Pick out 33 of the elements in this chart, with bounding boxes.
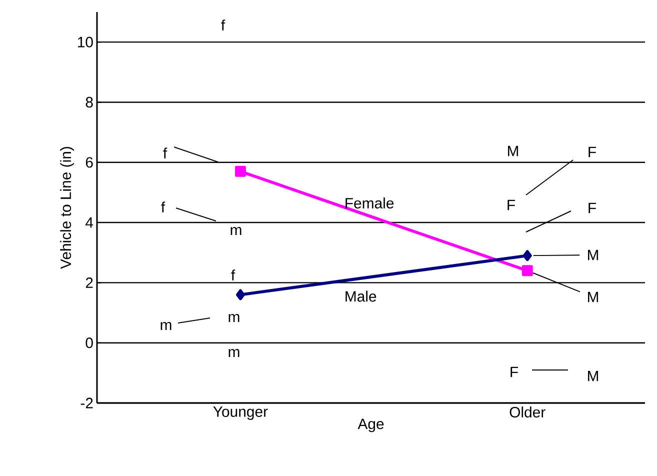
point [522, 250, 532, 262]
x-tick-label: Older [510, 406, 546, 418]
annotation: f [221, 20, 226, 30]
annotation: M [508, 146, 518, 156]
annotation: f [163, 148, 168, 158]
annotation: m [228, 348, 240, 358]
annotation: M [588, 370, 598, 382]
annotation: m [230, 226, 242, 236]
y-tick-label: 0 [86, 338, 93, 348]
annotation: F [510, 366, 518, 378]
annotation: M [588, 250, 598, 260]
annotation: F [508, 200, 515, 210]
series-label: Female [346, 198, 394, 208]
y-tick-label: 2 [86, 277, 93, 288]
y-tick-label: 8 [86, 96, 93, 108]
series-label: Male [346, 290, 376, 302]
point [234, 166, 246, 177]
annotation: f [161, 202, 166, 212]
annotation: m [160, 322, 172, 330]
annotation: F [588, 146, 596, 158]
y-tick-label: 10 [78, 36, 93, 48]
y-axis-title: Vehicle to Line (in) [60, 146, 74, 269]
y-tick-label: 4 [86, 217, 94, 228]
point [236, 289, 245, 300]
x-axis-title: Age [358, 418, 384, 432]
point [522, 265, 533, 276]
y-tick-label: -2 [80, 398, 93, 408]
annotation: F [588, 202, 596, 214]
x-tick-label: Younger [213, 406, 268, 420]
annotation: f [231, 270, 236, 280]
y-tick-label: 6 [86, 157, 93, 168]
annotation: m [228, 314, 240, 322]
annotation: M [588, 292, 598, 302]
